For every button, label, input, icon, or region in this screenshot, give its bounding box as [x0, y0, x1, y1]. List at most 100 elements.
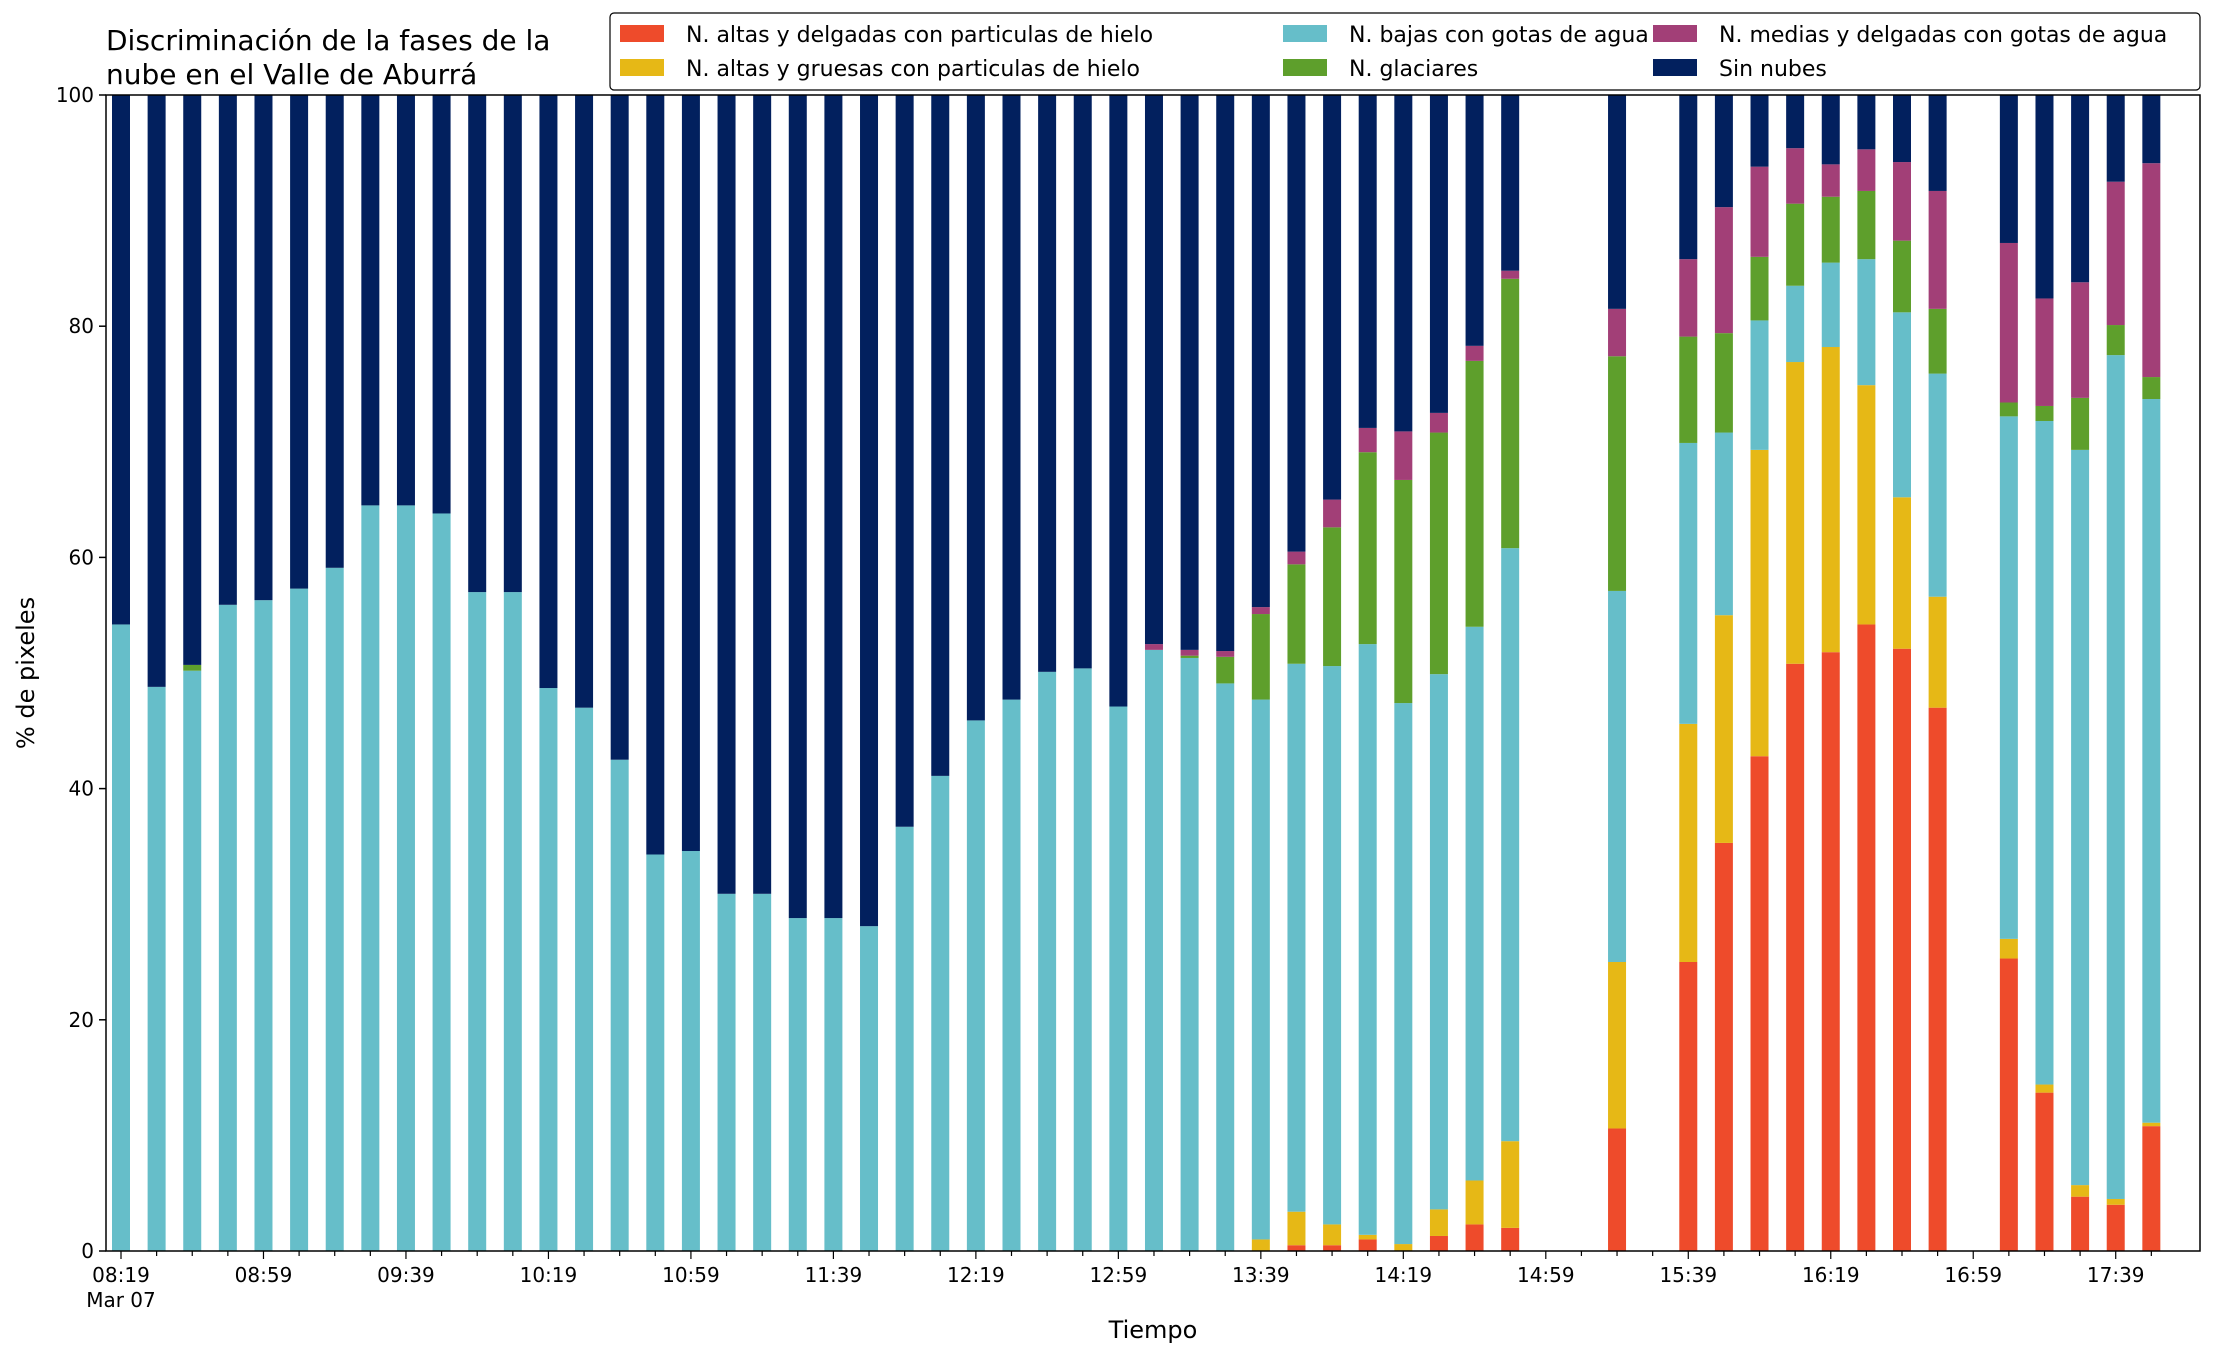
bar-segment-4-1609 [1786, 203, 1805, 286]
bar-segment-2-1449 [1501, 1141, 1520, 1228]
bar-segment-5-1739 [2106, 181, 2125, 326]
bar-segment-1-1719 [2035, 1092, 2054, 1251]
bar-segment-5-1629 [1857, 149, 1876, 191]
legend-swatch [1653, 59, 1697, 76]
legend-frame [609, 12, 2201, 91]
x-tick-label: 13:39 [1232, 1263, 1290, 1287]
bar-segment-1-1559 [1750, 756, 1769, 1251]
bar-segment-3-1319 [1180, 657, 1199, 1251]
bar-segment-6-0959 [468, 95, 487, 593]
bar-segment-3-1549 [1714, 432, 1733, 616]
bar-segment-3-0919 [325, 567, 344, 1251]
bar-segment-4-1719 [2035, 405, 2054, 421]
bar-segment-1-1619 [1821, 652, 1840, 1251]
bar-segment-5-1429 [1429, 412, 1448, 433]
bar-segment-1-1449 [1501, 1227, 1520, 1251]
bar-segment-3-0819 [112, 624, 130, 1251]
x-tick-label: 16:19 [1802, 1263, 1860, 1287]
bar-segment-6-0929 [361, 95, 380, 506]
x-tick-label: 14:59 [1517, 1263, 1575, 1287]
bar-segment-5-1709 [1999, 242, 2018, 403]
bar-segment-5-1409 [1358, 427, 1377, 453]
bar-segment-5-1719 [2035, 298, 2054, 406]
bar-segment-5-1649 [1928, 190, 1947, 309]
bar-segment-3-1129 [788, 918, 807, 1251]
bar-segment-4-1339 [1251, 614, 1270, 700]
bar-segment-4-1559 [1750, 256, 1769, 321]
bar-segment-5-1539 [1679, 259, 1698, 337]
bar-segment-6-0859 [254, 95, 273, 601]
bar-segment-1-1629 [1857, 624, 1876, 1251]
bar-segment-6-1339 [1251, 95, 1270, 608]
bar-segment-6-1109 [717, 95, 736, 894]
bar-segment-3-1439 [1465, 626, 1484, 1181]
bar-segment-6-1019 [539, 95, 558, 689]
bar-segment-6-1639 [1893, 95, 1911, 163]
bar-segment-4-1629 [1857, 190, 1876, 260]
bar-segment-6-0909 [290, 95, 309, 589]
bar-segment-6-1649 [1928, 95, 1947, 191]
bar-segment-4-1619 [1821, 196, 1840, 263]
bar-segment-4-1709 [1999, 402, 2018, 417]
x-tick-label: 08:19 [92, 1263, 150, 1287]
x-tick-label: 10:59 [662, 1263, 720, 1287]
bar-segment-2-1339 [1251, 1239, 1270, 1251]
bar-segment-4-1639 [1893, 240, 1911, 313]
bar-segment-6-1439 [1465, 95, 1484, 346]
bar-segment-4-1439 [1465, 360, 1484, 627]
bar-segment-6-0919 [325, 95, 344, 568]
bar-segment-6-1719 [2035, 95, 2054, 299]
bar-segment-2-1629 [1857, 385, 1876, 625]
bar-segment-1-1519 [1608, 1128, 1627, 1251]
bar-segment-5-1349 [1287, 551, 1306, 565]
legend-label: N. glaciares [1349, 57, 1478, 82]
bar-segment-6-1739 [2106, 95, 2125, 182]
bar-segment-3-1629 [1857, 259, 1876, 386]
bar-segment-4-1649 [1928, 308, 1947, 374]
bar-segment-5-1749 [2142, 163, 2161, 378]
bar-segment-5-1309 [1144, 644, 1163, 650]
bar-segment-3-1709 [1999, 416, 2018, 939]
bar-segment-3-1039 [610, 759, 629, 1251]
bar-segment-3-1209 [931, 775, 950, 1251]
bar-segment-1-1349 [1287, 1245, 1306, 1251]
bar-segment-6-1749 [2142, 95, 2161, 164]
bar-segment-3-1339 [1251, 699, 1270, 1240]
bar-segment-5-1419 [1394, 431, 1413, 480]
bar-segment-2-1609 [1786, 362, 1805, 664]
bar-segment-2-1639 [1893, 497, 1911, 649]
bar-segment-2-1429 [1429, 1209, 1448, 1236]
bar-segment-3-0949 [432, 513, 451, 1251]
bar-segment-2-1419 [1394, 1244, 1413, 1251]
legend-label: Sin nubes [1719, 57, 1827, 82]
bar-segment-6-1139 [824, 95, 843, 919]
bar-segment-4-1359 [1323, 527, 1342, 667]
bar-segment-3-0959 [468, 592, 487, 1251]
legend-swatch [620, 59, 664, 76]
bar-segment-3-1119 [753, 893, 772, 1251]
bar-segment-1-1639 [1893, 648, 1911, 1251]
bar-segment-4-1409 [1358, 452, 1377, 645]
bar-segment-6-1229 [1002, 95, 1021, 700]
bar-segment-5-1639 [1893, 162, 1911, 241]
bar-segment-5-1729 [2071, 282, 2090, 398]
bar-segment-4-1349 [1287, 564, 1306, 664]
bar-segment-1-1739 [2106, 1204, 2125, 1251]
bar-segment-6-1559 [1750, 95, 1769, 167]
bar-segment-4-1739 [2106, 325, 2125, 356]
bar-segment-2-1619 [1821, 347, 1840, 653]
x-tick-label: 11:39 [805, 1263, 863, 1287]
bar-segment-1-1709 [1999, 958, 2018, 1251]
bar-segment-6-1419 [1394, 95, 1413, 432]
x-axis-label: Tiempo [1108, 1316, 1198, 1344]
bar-segment-6-1159 [895, 95, 914, 827]
bar-segment-6-1409 [1358, 95, 1377, 428]
bar-segment-4-1519 [1608, 356, 1627, 591]
bar-segment-3-1649 [1928, 373, 1947, 597]
bar-segment-3-1519 [1608, 590, 1627, 962]
bar-segment-2-1739 [2106, 1198, 2125, 1205]
bar-segment-6-1359 [1323, 95, 1342, 500]
legend-swatch [1283, 59, 1327, 76]
bar-segment-2-1549 [1714, 615, 1733, 843]
bar-segment-3-0849 [218, 604, 237, 1251]
